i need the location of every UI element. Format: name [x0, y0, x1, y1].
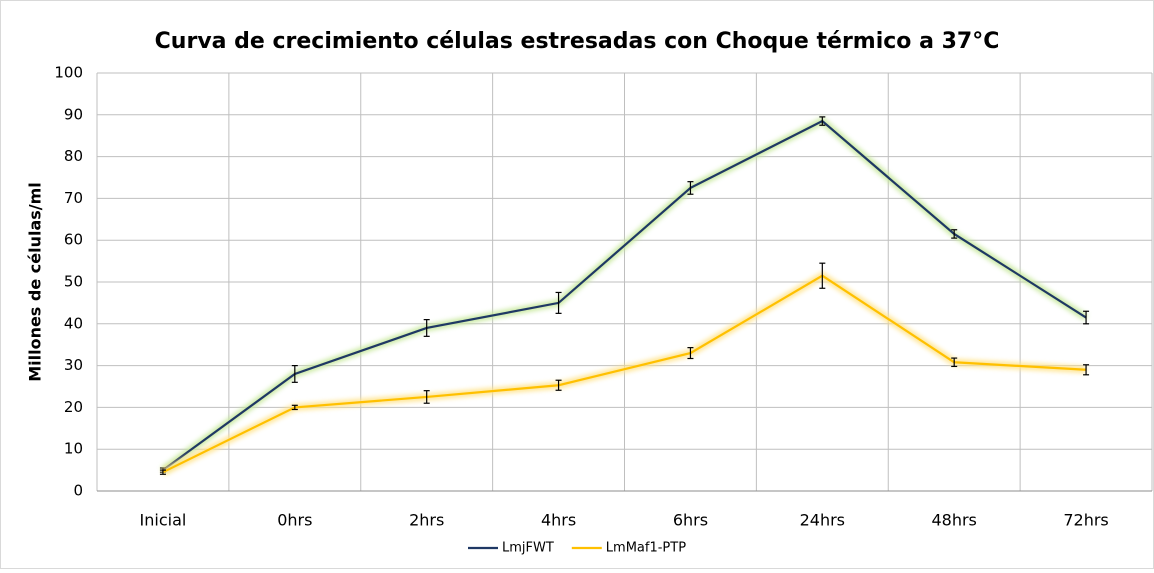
series-line [162, 119, 1087, 471]
series-line [162, 274, 1087, 474]
y-tick-label: 20 [64, 398, 83, 416]
y-tick-label: 90 [64, 105, 83, 123]
y-tick-label: 70 [64, 189, 83, 207]
y-tick-label: 50 [64, 273, 83, 291]
y-tick-label: 80 [64, 147, 83, 165]
error-bar [819, 262, 826, 289]
error-bar [555, 379, 562, 391]
x-tick-label: 4hrs [541, 511, 576, 530]
x-tick-label: 0hrs [277, 511, 312, 530]
error-bar [555, 291, 562, 314]
error-bar [291, 365, 298, 383]
legend-label: LmMaf1-PTP [606, 541, 686, 556]
y-tick-label: 10 [64, 440, 83, 458]
legend-label: LmjFWT [502, 541, 554, 556]
error-bar [423, 390, 430, 404]
error-bar [819, 116, 826, 126]
x-tick-label: 2hrs [409, 511, 444, 530]
x-tick-label: 24hrs [800, 511, 845, 530]
y-axis-title: Millones de células/ml [26, 182, 45, 382]
chart-title: Curva de crecimiento células estresadas … [155, 29, 1000, 54]
x-tick-label: Inicial [140, 511, 187, 530]
error-bar [423, 319, 430, 337]
y-tick-label: 40 [64, 314, 83, 332]
error-bar [1083, 364, 1090, 376]
x-tick-label: 6hrs [673, 511, 708, 530]
error-bar [291, 404, 298, 411]
error-bar [687, 181, 694, 195]
x-tick-label: 72hrs [1063, 511, 1108, 530]
y-tick-label: 60 [64, 231, 83, 249]
error-bar [951, 357, 958, 368]
y-tick-label: 100 [54, 64, 83, 82]
error-bar [687, 347, 694, 360]
x-tick-label: 48hrs [931, 511, 976, 530]
error-bar [159, 469, 166, 475]
y-tick-label: 30 [64, 356, 83, 374]
error-bar [1083, 310, 1090, 325]
error-bar [951, 229, 958, 239]
y-tick-label: 0 [73, 482, 83, 500]
